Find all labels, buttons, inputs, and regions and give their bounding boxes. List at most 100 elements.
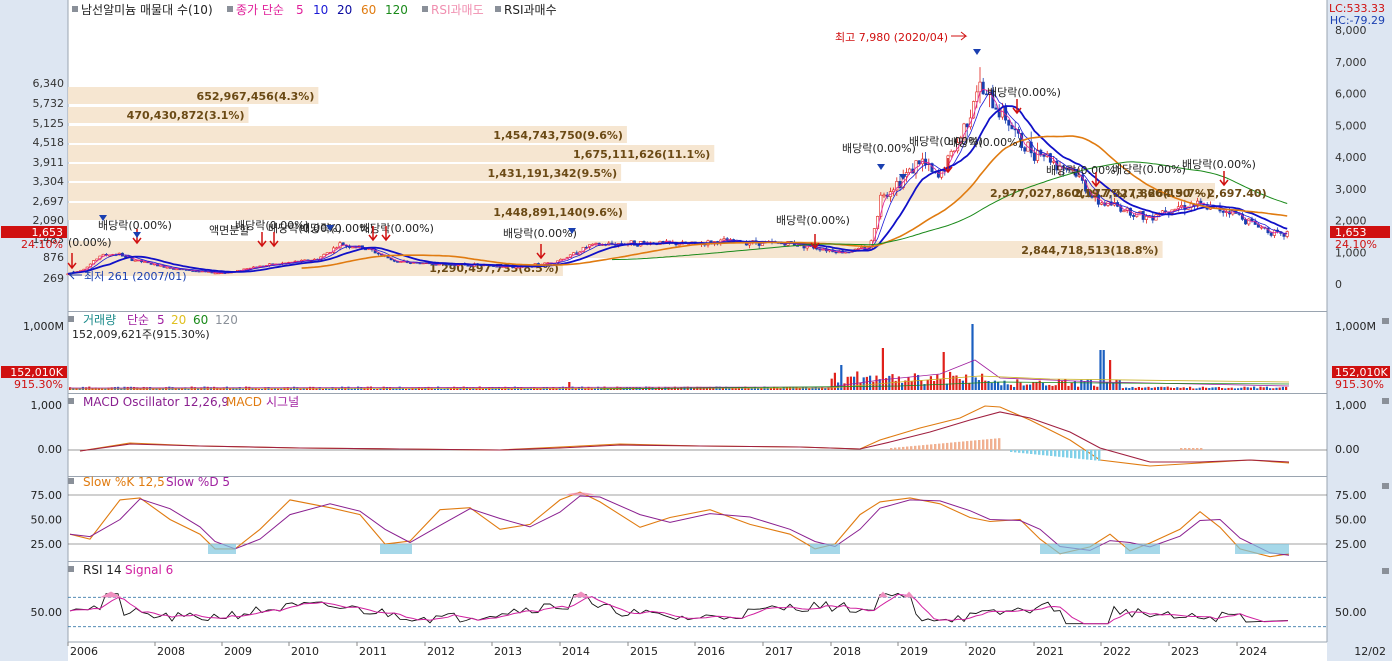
macd-hist-pos xyxy=(890,448,893,450)
price-left-tick: 5,125 xyxy=(33,117,65,130)
volume-bar xyxy=(1253,386,1256,390)
dividend-label: 배당락(0.00%) xyxy=(948,136,1022,149)
year-label: 2008 xyxy=(157,645,185,658)
volume-profile-bar xyxy=(68,164,622,181)
volume-bar xyxy=(225,386,228,390)
volume-bar xyxy=(641,388,644,390)
candle-body xyxy=(994,107,998,110)
price-right-tick: 2,000 xyxy=(1335,215,1367,228)
volume-bar xyxy=(821,387,824,390)
red-arrow xyxy=(943,158,953,174)
rsi-legend-signal: Signal 6 xyxy=(125,563,173,577)
candle-body xyxy=(1132,215,1136,217)
volume-bar xyxy=(792,386,795,390)
dividend-label: 배당락(0.00%) xyxy=(300,222,374,235)
volume-bar xyxy=(875,375,878,390)
macd-hist-pos xyxy=(970,440,973,450)
legend-marker xyxy=(68,566,74,572)
volume-bar xyxy=(974,377,977,390)
candle-body xyxy=(882,194,886,197)
macd-hist-pos xyxy=(1192,448,1195,450)
price-right-tick: 5,000 xyxy=(1335,119,1367,132)
volume-profile-label: 1,454,743,750(9.6%) xyxy=(493,129,623,142)
candle-body xyxy=(1244,219,1248,225)
volume-bar xyxy=(123,386,126,390)
volume-bar xyxy=(168,386,171,390)
candle-body xyxy=(408,262,412,264)
volume-bar xyxy=(833,372,836,390)
volume-bar xyxy=(728,387,731,390)
volume-pct-left: 915.30% xyxy=(14,378,63,391)
stoch-right-tick: 50.00 xyxy=(1335,514,1367,527)
candle-body xyxy=(949,151,953,157)
volume-bar xyxy=(731,387,734,390)
macd-hist-pos xyxy=(934,444,937,450)
macd-legend-osc: MACD Oscillator 12,26,9 xyxy=(83,395,229,409)
legend-title: 남선알미늄 매물대 수(10) xyxy=(81,3,213,17)
right-axis-column xyxy=(1327,0,1392,661)
year-label: 2016 xyxy=(697,645,725,658)
volume-bar xyxy=(1237,388,1240,390)
volume-bar xyxy=(1144,387,1147,390)
volume-profile-bar xyxy=(68,203,627,220)
volume-bar xyxy=(510,388,513,390)
blue-arrow xyxy=(99,215,107,221)
candle-body xyxy=(722,238,726,241)
red-arrow xyxy=(1091,172,1101,188)
macd-hist-pos xyxy=(902,446,905,450)
stoch-d-line xyxy=(69,495,1290,556)
split-annotation: 액면분할 xyxy=(209,224,249,237)
macd-hist-neg xyxy=(1030,450,1033,454)
candle-body xyxy=(338,242,342,249)
volume-bar xyxy=(1067,385,1070,390)
volume-bar xyxy=(849,376,852,390)
candle-body xyxy=(677,243,681,246)
macd-hist-neg xyxy=(1050,450,1053,456)
candle-body xyxy=(1141,211,1145,220)
volume-bar xyxy=(901,382,904,390)
candle-body xyxy=(1221,210,1225,213)
candle-body xyxy=(376,252,380,255)
volume-bar xyxy=(373,388,376,390)
volume-bar xyxy=(776,387,779,390)
macd-hist-pos xyxy=(974,440,977,450)
macd-hist-pos xyxy=(914,445,917,450)
volume-bar xyxy=(782,387,785,390)
volume-bar xyxy=(1064,379,1067,390)
rsi-left-tick: 50.00 xyxy=(31,606,63,619)
volume-bar xyxy=(923,384,926,390)
macd-hist-neg xyxy=(1046,450,1049,456)
price-left-tick: 5,732 xyxy=(33,97,65,110)
volume-bar xyxy=(824,388,827,390)
year-label: 2018 xyxy=(833,645,861,658)
candle-body xyxy=(981,81,985,95)
volume-profile-label: 652,967,456(4.3%) xyxy=(197,90,315,103)
volume-bar xyxy=(840,365,843,390)
volume-bar xyxy=(1240,387,1243,390)
volume-bar xyxy=(1208,387,1211,390)
volume-left-tick: 1,000M xyxy=(23,320,64,333)
volume-bar xyxy=(1022,385,1025,390)
volume-bar xyxy=(203,386,206,390)
candle-body xyxy=(1269,232,1273,236)
year-label: 2019 xyxy=(900,645,928,658)
volume-bar xyxy=(1025,384,1028,390)
price-right-tick: 3,000 xyxy=(1335,183,1367,196)
stoch-right-tick: 75.00 xyxy=(1335,489,1367,502)
candle-body xyxy=(1013,128,1017,131)
volume-bar xyxy=(1150,387,1153,390)
volume-bar xyxy=(1246,387,1249,390)
close-pct-right: 24.10% xyxy=(1335,238,1377,251)
volume-bar xyxy=(433,388,436,390)
volume-bar xyxy=(1249,387,1252,390)
volume-bar xyxy=(1272,388,1275,390)
macd-hist-pos xyxy=(950,442,953,450)
volume-bar xyxy=(1032,382,1035,390)
candle-body xyxy=(1087,190,1091,197)
volume-bar xyxy=(501,388,504,390)
volume-bar xyxy=(113,387,116,390)
volume-bar xyxy=(213,386,216,390)
macd-line xyxy=(79,405,1290,467)
rsi-overbought-fill xyxy=(878,591,888,598)
